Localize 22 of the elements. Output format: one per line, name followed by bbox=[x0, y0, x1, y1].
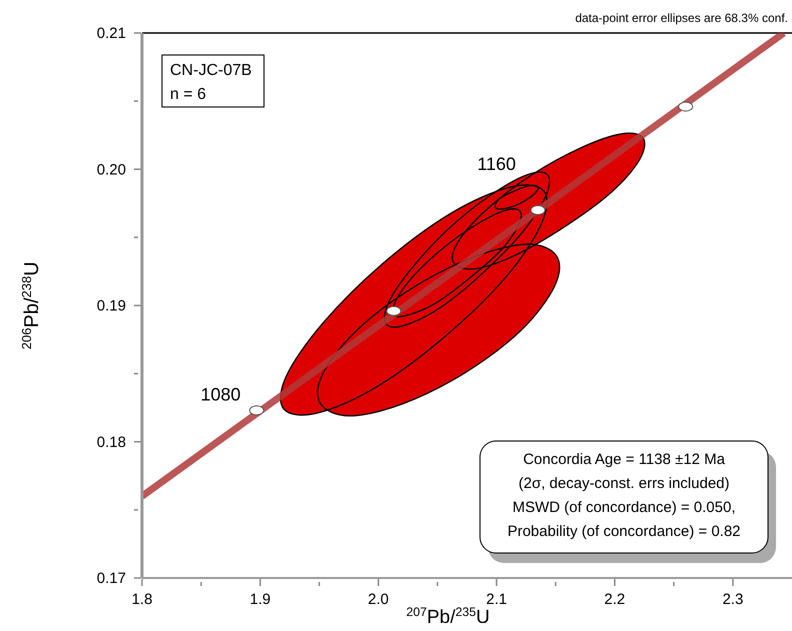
y-tick-label: 0.18 bbox=[96, 434, 126, 451]
annotation: Probability (of concordance) = 0.82 bbox=[507, 523, 741, 540]
y-tick-label: 0.17 bbox=[96, 570, 126, 587]
annotation: 1080 bbox=[200, 384, 241, 404]
annotation: CN-JC-07B bbox=[170, 62, 252, 79]
annotation: Concordia Age = 1138 ±12 Ma bbox=[523, 451, 726, 468]
annotation: (2σ, decay-const. errs included) bbox=[518, 475, 730, 492]
text: data-point error ellipses are 68.3% conf. bbox=[575, 11, 788, 25]
annotation: 1160 bbox=[477, 154, 516, 174]
x-tick-label: 1.8 bbox=[132, 591, 152, 608]
x-tick-label: 2.1 bbox=[486, 591, 507, 608]
y-tick-label: 0.19 bbox=[96, 298, 126, 314]
x-tick-label: 2.2 bbox=[604, 591, 626, 608]
label-box: CN-JC-07B n = 6 bbox=[162, 54, 264, 108]
annotation: MSWD (of concordance) = 0.050, bbox=[512, 499, 736, 516]
y-tick-label: 0.20 bbox=[96, 161, 126, 178]
x-tick-label: 2.3 bbox=[722, 591, 744, 608]
x-tick-label: 1.9 bbox=[250, 591, 271, 608]
x-tick-label: 2.0 bbox=[368, 591, 389, 608]
annotation: n = 6 bbox=[170, 86, 206, 103]
y-tick-label: 0.21 bbox=[96, 25, 126, 42]
x-axis-title: $^{207}$Pb/$^{235}$U bbox=[406, 605, 490, 628]
